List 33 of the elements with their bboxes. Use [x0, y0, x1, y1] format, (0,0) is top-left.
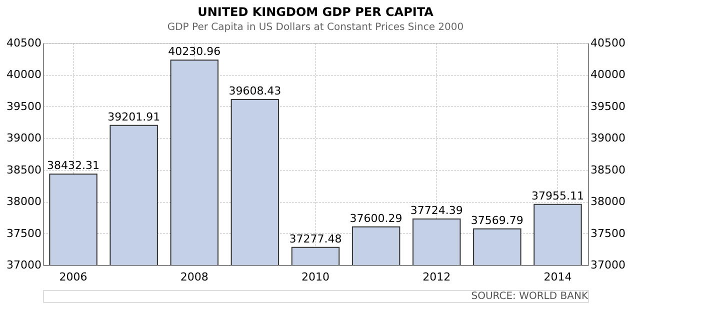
- y2-tick-label: 37000: [590, 258, 626, 272]
- y2-tick-label: 38500: [590, 163, 626, 176]
- y2-tick-label: 39500: [590, 100, 626, 113]
- data-label: 37600.29: [350, 212, 402, 225]
- y2-tick-label: 40000: [590, 68, 626, 82]
- data-label: 37955.11: [531, 189, 584, 202]
- x-tick-label: 2014: [544, 270, 572, 284]
- x-tick-label: 2010: [302, 270, 330, 284]
- data-label: 38432.31: [47, 159, 100, 172]
- chart-title: UNITED KINGDOM GDP PER CAPITA: [198, 5, 434, 19]
- data-label: 39608.43: [228, 84, 282, 98]
- chart-subtitle: GDP Per Capita in US Dollars at Constant Prices Since 2000: [167, 22, 464, 33]
- y-tick-label: 38500: [6, 163, 42, 176]
- y2-tick-label: 40500: [590, 36, 626, 50]
- data-label: 39201.91: [108, 110, 160, 124]
- y-tick-label: 37500: [6, 226, 42, 240]
- y2-tick-label: 37500: [590, 226, 626, 240]
- data-label: 37724.39: [410, 204, 463, 218]
- data-label: 40230.96: [168, 45, 221, 58]
- x-tick-label: 2012: [422, 270, 451, 284]
- y-tick-label: 38000: [6, 195, 42, 208]
- y-tick-label: 39000: [6, 132, 42, 145]
- y-tick-label: 39500: [6, 100, 42, 113]
- source-note: SOURCE: WORLD BANK: [471, 291, 588, 302]
- y-tick-label: 40500: [6, 36, 42, 50]
- y-tick-label: 40000: [6, 68, 42, 82]
- y2-tick-label: 39000: [590, 132, 626, 145]
- y-tick-label: 37000: [6, 258, 42, 272]
- x-tick-label: 2006: [59, 270, 88, 284]
- y2-tick-label: 38000: [590, 195, 626, 208]
- data-label: 37277.48: [289, 232, 342, 246]
- x-tick-label: 2008: [180, 270, 208, 284]
- data-label: 37569.79: [470, 214, 524, 227]
